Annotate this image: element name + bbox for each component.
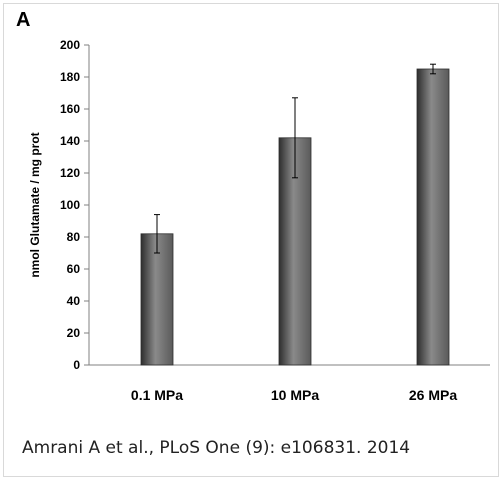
y-tick-label: 100: [60, 198, 80, 212]
x-category-label: 10 MPa: [271, 387, 319, 403]
y-tick-label: 20: [67, 326, 81, 340]
y-tick-label: 0: [73, 358, 80, 372]
bar-chart: 0 20 40 60 80 100 120 140 160 180 200 nmol Glutamat…: [28, 38, 490, 403]
y-axis-title: nmol Glutamate / mg prot: [28, 132, 42, 277]
y-tick-label: 140: [60, 134, 80, 148]
y-tick-label: 60: [67, 262, 81, 276]
y-tick-label: 200: [60, 38, 80, 52]
y-tick-label: 120: [60, 166, 80, 180]
panel-label: A: [16, 9, 31, 31]
x-category-label: 0.1 MPa: [131, 387, 183, 403]
x-category-label: 26 MPa: [409, 387, 457, 403]
y-tick-label: 80: [67, 230, 81, 244]
bar: [140, 233, 174, 366]
y-tick-label: 160: [60, 102, 80, 116]
labels: 0 20 40 60 80 100 120 140 160 180 200 nmol Glutamat…: [28, 38, 457, 403]
citation-text: Amrani A et al., PLoS One (9): e106831. …: [22, 438, 411, 458]
y-tick-label: 40: [67, 294, 81, 308]
y-tick-label: 180: [60, 70, 80, 84]
figure-frame: [3, 3, 499, 477]
bar: [416, 68, 450, 366]
bars: [140, 63, 450, 366]
